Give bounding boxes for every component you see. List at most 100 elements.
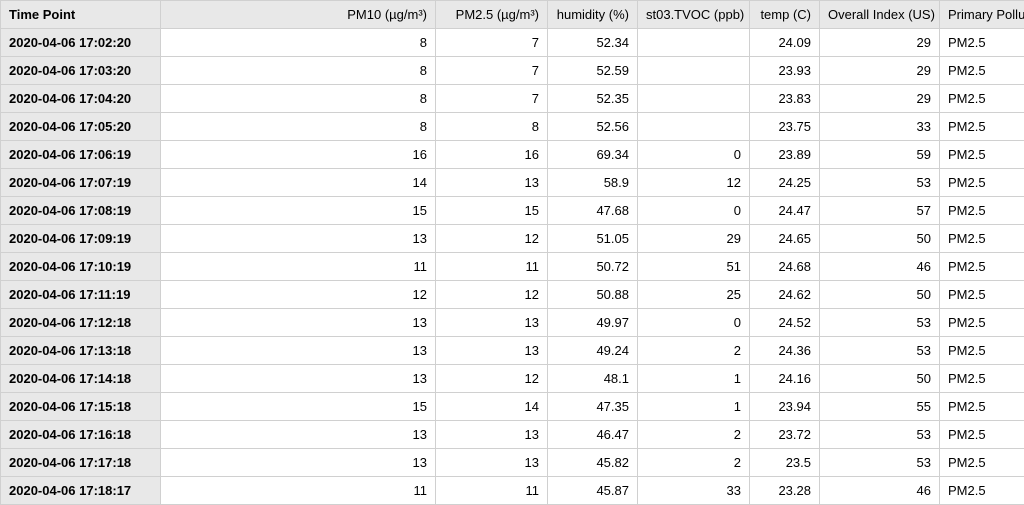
humidity-cell: 46.47 bbox=[548, 421, 638, 449]
table-row[interactable]: 2020-04-06 17:03:208752.5923.9329PM2.5 bbox=[1, 57, 1024, 85]
table-row[interactable]: 2020-04-06 17:05:208852.5623.7533PM2.5 bbox=[1, 113, 1024, 141]
pm25-cell: 13 bbox=[436, 337, 548, 365]
pm10-cell: 8 bbox=[161, 85, 436, 113]
pollutant-cell: PM2.5 bbox=[940, 169, 1024, 197]
col-header-pm10[interactable]: PM10 (µg/m³) bbox=[161, 1, 436, 29]
header-row: Time Point PM10 (µg/m³) PM2.5 (µg/m³) hu… bbox=[1, 1, 1024, 29]
time-cell: 2020-04-06 17:10:19 bbox=[1, 253, 161, 281]
pollutant-cell: PM2.5 bbox=[940, 393, 1024, 421]
table-row[interactable]: 2020-04-06 17:11:19121250.882524.6250PM2… bbox=[1, 281, 1024, 309]
pollutant-cell: PM2.5 bbox=[940, 197, 1024, 225]
temp-cell: 23.72 bbox=[750, 421, 820, 449]
pollutant-cell: PM2.5 bbox=[940, 365, 1024, 393]
humidity-cell: 69.34 bbox=[548, 141, 638, 169]
pollutant-cell: PM2.5 bbox=[940, 421, 1024, 449]
temp-cell: 24.52 bbox=[750, 309, 820, 337]
col-header-tvoc[interactable]: st03.TVOC (ppb) bbox=[638, 1, 750, 29]
col-header-index[interactable]: Overall Index (US) bbox=[820, 1, 940, 29]
col-header-humidity[interactable]: humidity (%) bbox=[548, 1, 638, 29]
temp-cell: 23.83 bbox=[750, 85, 820, 113]
tvoc-cell: 0 bbox=[638, 309, 750, 337]
table-row[interactable]: 2020-04-06 17:06:19161669.34023.8959PM2.… bbox=[1, 141, 1024, 169]
temp-cell: 24.36 bbox=[750, 337, 820, 365]
col-header-pollutant[interactable]: Primary Pollutant bbox=[940, 1, 1024, 29]
index-cell: 50 bbox=[820, 281, 940, 309]
pollutant-cell: PM2.5 bbox=[940, 141, 1024, 169]
index-cell: 57 bbox=[820, 197, 940, 225]
tvoc-cell: 51 bbox=[638, 253, 750, 281]
pm10-cell: 16 bbox=[161, 141, 436, 169]
pm10-cell: 11 bbox=[161, 253, 436, 281]
temp-cell: 24.62 bbox=[750, 281, 820, 309]
table-row[interactable]: 2020-04-06 17:14:18131248.1124.1650PM2.5 bbox=[1, 365, 1024, 393]
table-row[interactable]: 2020-04-06 17:04:208752.3523.8329PM2.5 bbox=[1, 85, 1024, 113]
pollutant-cell: PM2.5 bbox=[940, 337, 1024, 365]
pm10-cell: 13 bbox=[161, 449, 436, 477]
pm10-cell: 13 bbox=[161, 309, 436, 337]
col-header-temp[interactable]: temp (C) bbox=[750, 1, 820, 29]
pm25-cell: 11 bbox=[436, 477, 548, 505]
tvoc-cell: 25 bbox=[638, 281, 750, 309]
tvoc-cell: 29 bbox=[638, 225, 750, 253]
tvoc-cell: 33 bbox=[638, 477, 750, 505]
humidity-cell: 49.24 bbox=[548, 337, 638, 365]
time-cell: 2020-04-06 17:11:19 bbox=[1, 281, 161, 309]
temp-cell: 24.65 bbox=[750, 225, 820, 253]
table-row[interactable]: 2020-04-06 17:18:17111145.873323.2846PM2… bbox=[1, 477, 1024, 505]
humidity-cell: 47.68 bbox=[548, 197, 638, 225]
pm10-cell: 14 bbox=[161, 169, 436, 197]
humidity-cell: 58.9 bbox=[548, 169, 638, 197]
temp-cell: 24.09 bbox=[750, 29, 820, 57]
pm25-cell: 8 bbox=[436, 113, 548, 141]
pm10-cell: 8 bbox=[161, 29, 436, 57]
tvoc-cell bbox=[638, 29, 750, 57]
pollutant-cell: PM2.5 bbox=[940, 29, 1024, 57]
pm25-cell: 16 bbox=[436, 141, 548, 169]
temp-cell: 23.5 bbox=[750, 449, 820, 477]
time-cell: 2020-04-06 17:03:20 bbox=[1, 57, 161, 85]
humidity-cell: 52.35 bbox=[548, 85, 638, 113]
table-row[interactable]: 2020-04-06 17:17:18131345.82223.553PM2.5 bbox=[1, 449, 1024, 477]
temp-cell: 23.28 bbox=[750, 477, 820, 505]
pm10-cell: 13 bbox=[161, 365, 436, 393]
time-cell: 2020-04-06 17:02:20 bbox=[1, 29, 161, 57]
table-row[interactable]: 2020-04-06 17:08:19151547.68024.4757PM2.… bbox=[1, 197, 1024, 225]
time-cell: 2020-04-06 17:07:19 bbox=[1, 169, 161, 197]
pm25-cell: 7 bbox=[436, 29, 548, 57]
table-row[interactable]: 2020-04-06 17:13:18131349.24224.3653PM2.… bbox=[1, 337, 1024, 365]
time-cell: 2020-04-06 17:12:18 bbox=[1, 309, 161, 337]
data-table: Time Point PM10 (µg/m³) PM2.5 (µg/m³) hu… bbox=[0, 0, 1024, 505]
table-header: Time Point PM10 (µg/m³) PM2.5 (µg/m³) hu… bbox=[1, 1, 1024, 29]
index-cell: 50 bbox=[820, 225, 940, 253]
pm10-cell: 13 bbox=[161, 225, 436, 253]
pm25-cell: 7 bbox=[436, 57, 548, 85]
index-cell: 33 bbox=[820, 113, 940, 141]
humidity-cell: 50.88 bbox=[548, 281, 638, 309]
index-cell: 46 bbox=[820, 477, 940, 505]
pm25-cell: 13 bbox=[436, 169, 548, 197]
table-row[interactable]: 2020-04-06 17:12:18131349.97024.5253PM2.… bbox=[1, 309, 1024, 337]
temp-cell: 24.68 bbox=[750, 253, 820, 281]
pollutant-cell: PM2.5 bbox=[940, 309, 1024, 337]
humidity-cell: 52.34 bbox=[548, 29, 638, 57]
pm10-cell: 13 bbox=[161, 337, 436, 365]
table-row[interactable]: 2020-04-06 17:02:208752.3424.0929PM2.5 bbox=[1, 29, 1024, 57]
humidity-cell: 49.97 bbox=[548, 309, 638, 337]
table-row[interactable]: 2020-04-06 17:07:19141358.91224.2553PM2.… bbox=[1, 169, 1024, 197]
index-cell: 59 bbox=[820, 141, 940, 169]
tvoc-cell: 0 bbox=[638, 197, 750, 225]
tvoc-cell bbox=[638, 85, 750, 113]
pm10-cell: 13 bbox=[161, 421, 436, 449]
temp-cell: 24.25 bbox=[750, 169, 820, 197]
table-row[interactable]: 2020-04-06 17:09:19131251.052924.6550PM2… bbox=[1, 225, 1024, 253]
pm25-cell: 13 bbox=[436, 421, 548, 449]
humidity-cell: 52.59 bbox=[548, 57, 638, 85]
pollutant-cell: PM2.5 bbox=[940, 85, 1024, 113]
pm25-cell: 15 bbox=[436, 197, 548, 225]
table-row[interactable]: 2020-04-06 17:10:19111150.725124.6846PM2… bbox=[1, 253, 1024, 281]
col-header-time[interactable]: Time Point bbox=[1, 1, 161, 29]
time-cell: 2020-04-06 17:13:18 bbox=[1, 337, 161, 365]
table-row[interactable]: 2020-04-06 17:15:18151447.35123.9455PM2.… bbox=[1, 393, 1024, 421]
table-row[interactable]: 2020-04-06 17:16:18131346.47223.7253PM2.… bbox=[1, 421, 1024, 449]
col-header-pm25[interactable]: PM2.5 (µg/m³) bbox=[436, 1, 548, 29]
